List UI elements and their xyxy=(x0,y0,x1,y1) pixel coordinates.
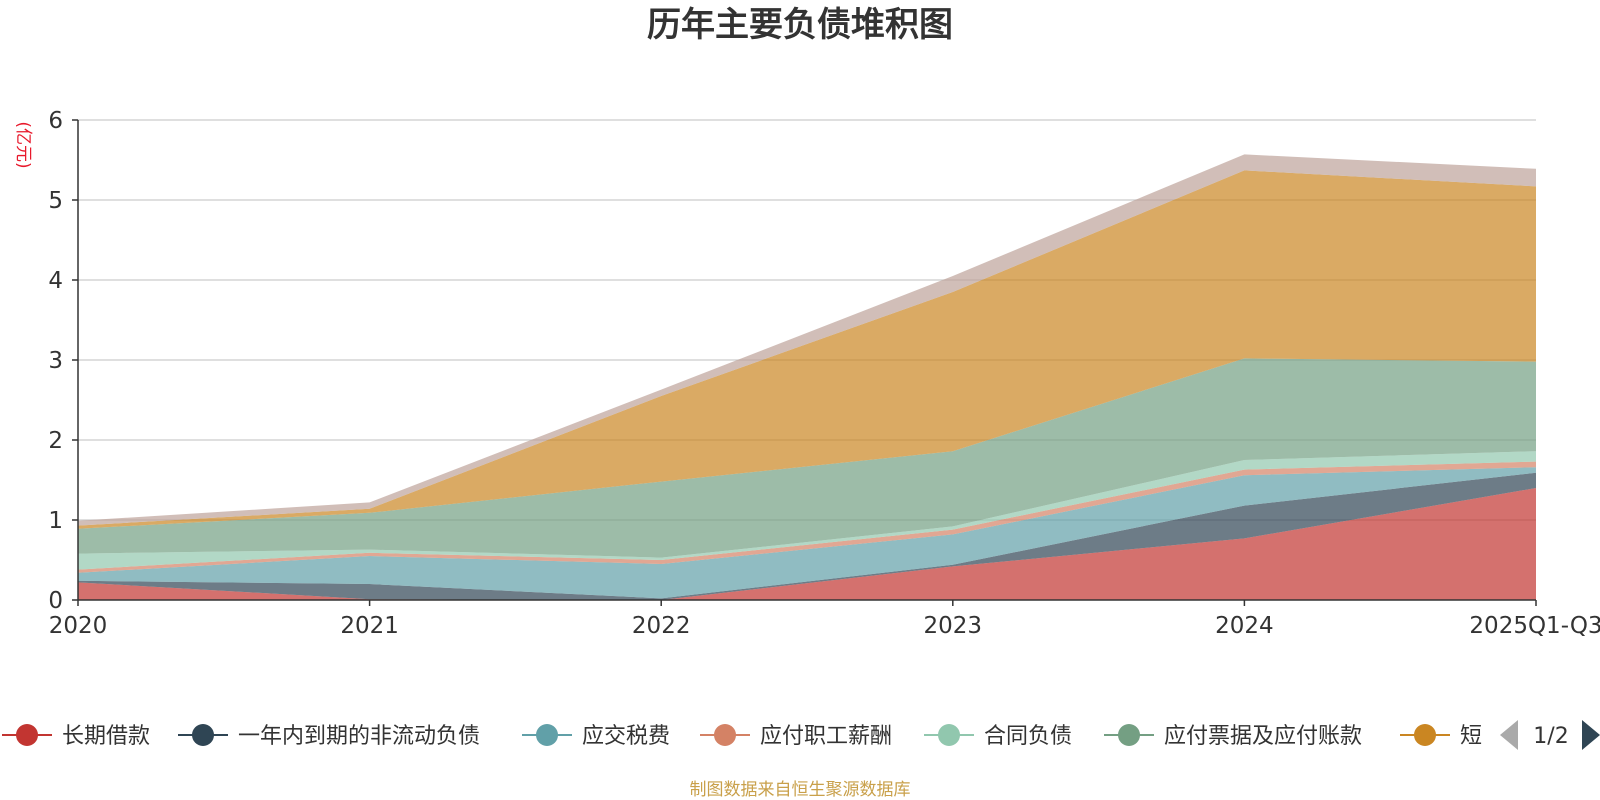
area-4 xyxy=(78,461,1536,573)
y-tick-label: 4 xyxy=(48,268,63,294)
area-5 xyxy=(78,451,1536,570)
x-tick-label: 2023 xyxy=(924,613,983,639)
y-tick-label: 3 xyxy=(48,348,63,374)
x-tick-label: 2022 xyxy=(632,613,691,639)
legend-next-icon[interactable] xyxy=(1582,720,1600,750)
legend-label: 应付票据及应付账款 xyxy=(1164,724,1362,749)
legend-marker xyxy=(16,724,38,746)
legend-item-3[interactable]: 应交税费 xyxy=(522,724,670,749)
area-3 xyxy=(78,467,1536,599)
legend-item-7[interactable]: 短 xyxy=(1400,724,1482,749)
legend-label: 应付职工薪酬 xyxy=(760,724,892,749)
y-tick-label: 1 xyxy=(48,508,63,534)
legend-item-6[interactable]: 应付票据及应付账款 xyxy=(1104,724,1362,749)
y-tick-label: 5 xyxy=(48,188,63,214)
legend-item-5[interactable]: 合同负债 xyxy=(924,724,1072,749)
legend-marker xyxy=(714,724,736,746)
legend-item-4[interactable]: 应付职工薪酬 xyxy=(700,724,892,749)
legend-label: 长期借款 xyxy=(62,724,150,749)
legend-label: 短 xyxy=(1460,724,1482,749)
x-tick-label: 2021 xyxy=(340,613,399,639)
legend: 长期借款 一年内到期的非流动负债 应交税费 应付职工薪酬 合同负债 应付票据及应付账款 短 1… xyxy=(2,720,1600,750)
x-tick-label: 2025Q1-Q3 xyxy=(1469,613,1600,639)
legend-marker xyxy=(1414,724,1436,746)
x-tick-label: 2024 xyxy=(1215,613,1274,639)
legend-marker xyxy=(938,724,960,746)
y-tick-label: 0 xyxy=(48,588,63,614)
legend-marker xyxy=(536,724,558,746)
y-axis-unit: (亿元) xyxy=(13,121,33,168)
data-source-note: 制图数据来自恒生聚源数据库 xyxy=(690,780,911,800)
legend-marker xyxy=(192,724,214,746)
legend-marker xyxy=(1118,724,1140,746)
legend-label: 合同负债 xyxy=(984,724,1072,749)
y-tick-label: 6 xyxy=(48,108,63,134)
legend-label: 应交税费 xyxy=(582,724,670,749)
chart-title: 历年主要负债堆积图 xyxy=(647,5,953,45)
area-6 xyxy=(78,358,1536,558)
legend-page-indicator: 1/2 xyxy=(1533,724,1568,749)
legend-prev-icon[interactable] xyxy=(1500,720,1518,750)
area-2 xyxy=(78,472,1536,600)
axes: 0 1 2 3 4 5 6 2020 2021 2022 2023 2024 2025Q1-Q3 xyxy=(48,108,1600,639)
y-tick-label: 2 xyxy=(48,428,63,454)
area-series xyxy=(78,154,1536,600)
area-7 xyxy=(78,170,1536,529)
x-tick-label: 2020 xyxy=(49,613,108,639)
legend-item-2[interactable]: 一年内到期的非流动负债 xyxy=(178,724,480,749)
area-1 xyxy=(78,488,1536,600)
legend-item-1[interactable]: 长期借款 xyxy=(2,724,150,749)
legend-label: 一年内到期的非流动负债 xyxy=(238,724,480,749)
area-8 xyxy=(78,154,1536,526)
